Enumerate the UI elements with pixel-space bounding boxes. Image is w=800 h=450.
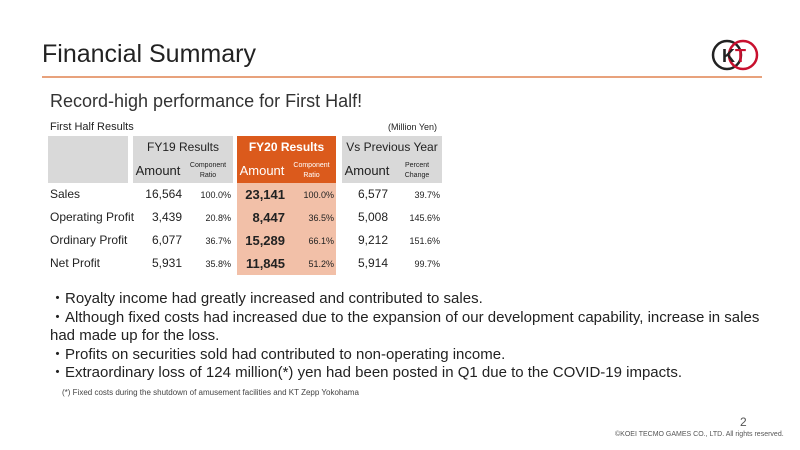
table-row: Net Profit 5,931 35.8% 11,845 51.2% 5,914 99.7… bbox=[48, 252, 442, 275]
subheader-amount: Amount bbox=[133, 158, 183, 183]
subheader-ratio: Component Ratio bbox=[287, 158, 336, 183]
footnote: (*) Fixed costs during the shutdown of a… bbox=[62, 388, 359, 397]
fy20-amount: 23,141 bbox=[245, 187, 285, 202]
row-label: Net Profit bbox=[50, 256, 101, 270]
page-number: 2 bbox=[740, 415, 747, 429]
fy20-ratio: 51.2% bbox=[308, 259, 334, 269]
bullet-list: ・Royalty income had greatly increased an… bbox=[50, 290, 760, 383]
fy19-ratio: 20.8% bbox=[205, 213, 231, 223]
subheader-amount: Amount bbox=[342, 158, 392, 183]
table-row: Ordinary Profit 6,077 36.7% 15,289 66.1% 9,21… bbox=[48, 229, 442, 252]
fy20-amount: 15,289 bbox=[245, 233, 285, 248]
subheader-ratio: Component Ratio bbox=[183, 158, 233, 183]
title-divider bbox=[42, 76, 762, 78]
header-fy20: FY20 Results bbox=[237, 136, 336, 158]
fy20-highlight bbox=[237, 183, 336, 275]
fy19-amount: 5,931 bbox=[151, 256, 182, 270]
vs-amount: 9,212 bbox=[357, 233, 388, 247]
fy19-ratio: 100.0% bbox=[200, 190, 231, 200]
fy19-ratio: 36.7% bbox=[205, 236, 231, 246]
header-fy19: FY19 Results bbox=[133, 136, 233, 158]
corner-cell bbox=[48, 136, 128, 183]
row-label: Operating Profit bbox=[50, 210, 135, 224]
bullet-item: ・Royalty income had greatly increased an… bbox=[50, 290, 483, 307]
svg-text:K: K bbox=[722, 46, 735, 66]
unit-label: (Million Yen) bbox=[388, 122, 438, 132]
fy20-ratio: 36.5% bbox=[308, 213, 334, 223]
vs-percent: 39.7% bbox=[414, 190, 440, 200]
table-row: Sales 16,564 100.0% 23,141 100.0% 6,577 39.7% bbox=[48, 183, 442, 206]
fy20-ratio: 66.1% bbox=[308, 236, 334, 246]
fy20-amount: 11,845 bbox=[245, 256, 285, 271]
fy19-amount: 3,439 bbox=[151, 210, 182, 224]
vs-amount: 5,914 bbox=[357, 256, 388, 270]
fy20-ratio: 100.0% bbox=[303, 190, 334, 200]
fy19-amount: 16,564 bbox=[145, 187, 182, 201]
slide-subtitle: Record-high performance for First Half! bbox=[50, 91, 363, 111]
vs-percent: 151.6% bbox=[409, 236, 440, 246]
subheader-amount: Amount bbox=[237, 158, 287, 183]
vs-amount: 6,577 bbox=[357, 187, 388, 201]
row-label: Ordinary Profit bbox=[50, 233, 128, 247]
subheader-percent: Percent Change bbox=[392, 158, 442, 183]
vs-amount: 5,008 bbox=[357, 210, 388, 224]
header-vs: Vs Previous Year bbox=[342, 136, 442, 158]
vs-percent: 99.7% bbox=[414, 259, 440, 269]
fy19-amount: 6,077 bbox=[151, 233, 182, 247]
bullet-item: ・Extraordinary loss of 124 million(*) ye… bbox=[50, 364, 682, 381]
svg-text:T: T bbox=[735, 46, 746, 66]
koei-tecmo-logo: K T bbox=[711, 39, 759, 71]
fy19-ratio: 35.8% bbox=[205, 259, 231, 269]
fy20-amount: 8,447 bbox=[252, 210, 285, 225]
slide-title: Financial Summary bbox=[42, 40, 256, 68]
vs-percent: 145.6% bbox=[409, 213, 440, 223]
row-label: Sales bbox=[50, 187, 81, 201]
table-row: Operating Profit 3,439 20.8% 8,447 36.5% 5,00… bbox=[48, 206, 442, 229]
table-caption: First Half Results bbox=[50, 121, 134, 133]
bullet-item: ・Profits on securities sold had contribu… bbox=[50, 345, 506, 363]
bullet-item: ・Although fixed costs had increased due … bbox=[50, 308, 760, 345]
copyright: ©KOEI TECMO GAMES CO., LTD. All rights r… bbox=[615, 431, 784, 438]
